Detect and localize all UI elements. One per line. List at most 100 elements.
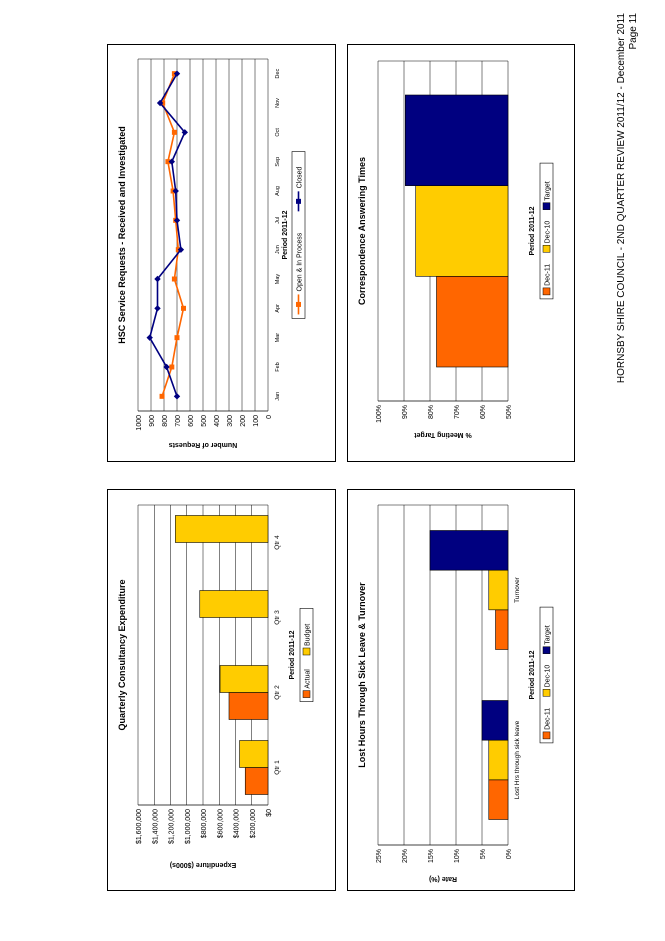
point-open-in-process xyxy=(181,305,186,311)
bar-budget xyxy=(175,515,269,543)
bar-dec-10 xyxy=(488,569,509,611)
chart-title: HSC Service Requests - Received and Inve… xyxy=(117,126,127,344)
y-tick-label: 15% xyxy=(428,849,435,863)
point-closed xyxy=(163,363,170,371)
y-tick-label: 10% xyxy=(454,849,461,863)
bar-target xyxy=(429,530,509,571)
y-tick-label: $200,000 xyxy=(250,809,257,838)
x-tick-label: Lost Hrs through sick leave xyxy=(514,720,521,799)
y-tick-label: $1,000,000 xyxy=(185,809,192,844)
chart-panel-correspondence: Correspondence Answering Times 50% 60% 70% 8… xyxy=(347,44,575,462)
legend-marker xyxy=(296,301,301,307)
y-axis-label: % Meeting Target xyxy=(414,431,472,438)
legend-label: Open & In Process xyxy=(297,232,304,291)
y-tick-label: 100 xyxy=(253,415,260,427)
legend-label: Dec-10 xyxy=(545,221,552,244)
x-tick-label: Mar xyxy=(275,333,281,343)
y-tick-label: $800,000 xyxy=(201,809,208,838)
chart-panel-sick-leave: Lost Hours Through Sick Leave & Turnover… xyxy=(347,489,575,891)
point-open-in-process xyxy=(174,335,180,341)
x-tick-label: May xyxy=(275,274,281,285)
x-tick-label: Apr xyxy=(275,304,281,313)
x-tick-label: Turnover xyxy=(514,576,521,603)
y-tick-label: 300 xyxy=(227,415,234,427)
legend-label: Dec-11 xyxy=(545,708,552,730)
y-tick-label: 200 xyxy=(240,415,247,427)
y-tick-label: $1,400,000 xyxy=(152,809,159,844)
legend-label: Dec-10 xyxy=(545,665,552,688)
bar-dec-10 xyxy=(488,739,509,781)
chart-title: Quarterly Consultancy Expenditure xyxy=(117,579,127,730)
footer-title: HORNSBY SHIRE COUNCIL - 2ND QUARTER REVI… xyxy=(616,13,627,384)
y-tick-label: 900 xyxy=(149,415,156,427)
bar-budget xyxy=(199,590,269,618)
y-tick-label: $0 xyxy=(266,809,273,817)
y-tick-label: 400 xyxy=(214,415,221,427)
point-closed xyxy=(156,99,164,107)
point-closed xyxy=(154,275,161,283)
point-closed xyxy=(172,187,179,195)
legend-box xyxy=(539,606,554,744)
bar-dec-10 xyxy=(415,185,509,277)
x-tick-label: Qtr 2 xyxy=(274,685,281,700)
legend-swatch xyxy=(542,287,551,296)
x-axis-label: Period 2011-12 xyxy=(282,210,289,259)
x-axis-label: Period 2011-12 xyxy=(529,206,536,255)
correspondence-chart: Correspondence Answering Times 50% 60% 70% 8… xyxy=(357,60,554,438)
x-axis-label: Period 2011-12 xyxy=(289,630,296,679)
legend-label: Closed xyxy=(297,166,304,188)
x-tick-label: Jul xyxy=(275,217,281,224)
bar-budget xyxy=(239,740,269,768)
bar-budget xyxy=(219,665,269,693)
legend-box xyxy=(539,162,554,300)
point-closed xyxy=(173,393,181,400)
bar-target xyxy=(404,94,509,186)
y-tick-label: 90% xyxy=(402,405,409,419)
consultancy-chart: Quarterly Consultancy Expenditure $0 $200,… xyxy=(117,504,314,868)
bar-dec-11 xyxy=(488,779,509,820)
bar-actual xyxy=(244,767,269,795)
y-tick-label: 70% xyxy=(454,405,461,419)
x-tick-label: Feb xyxy=(275,362,281,371)
y-tick-label: 0% xyxy=(506,849,513,859)
legend-swatch xyxy=(542,731,551,740)
bar-dec-11 xyxy=(495,609,509,650)
y-tick-label: 50% xyxy=(506,405,513,419)
y-axis-label: Rate (%) xyxy=(429,875,457,882)
y-tick-label: 5% xyxy=(480,849,487,859)
x-axis-label: Period 2011-12 xyxy=(529,650,536,699)
x-tick-label: Dec xyxy=(275,69,281,79)
legend-marker xyxy=(296,198,301,204)
chart-title: Correspondence Answering Times xyxy=(357,157,367,305)
legend-swatch xyxy=(542,646,551,654)
legend-label: Target xyxy=(545,625,552,645)
y-tick-label: $1,600,000 xyxy=(136,809,143,844)
point-open-in-process xyxy=(171,276,177,282)
sick-leave-chart: Lost Hours Through Sick Leave & Turnover… xyxy=(357,504,554,882)
legend-swatch xyxy=(542,245,551,253)
y-axis-label: Number of Requests xyxy=(169,441,238,448)
y-tick-label: 20% xyxy=(402,849,409,863)
point-closed xyxy=(146,334,153,341)
chart-panel-service-requests: HSC Service Requests - Received and Inve… xyxy=(107,44,336,462)
footer: HORNSBY SHIRE COUNCIL - 2ND QUARTER REVI… xyxy=(616,13,640,613)
x-tick-label: Sep xyxy=(275,157,281,167)
bar-dec-11 xyxy=(436,276,509,368)
series-line-open-in-process xyxy=(161,73,185,397)
x-tick-label: Jan xyxy=(275,392,281,401)
y-tick-label: 800 xyxy=(162,415,169,427)
x-tick-label: Aug xyxy=(275,186,281,196)
series-line-closed xyxy=(148,73,186,397)
legend-box xyxy=(291,151,306,319)
y-axis-label: Expenditure ($000s) xyxy=(170,861,237,868)
legend-swatch xyxy=(302,690,311,698)
x-tick-label: Jun xyxy=(275,245,281,254)
service-requests-chart: HSC Service Requests - Received and Inve… xyxy=(117,58,306,448)
y-tick-label: 0 xyxy=(266,415,273,419)
point-open-in-process xyxy=(159,393,165,399)
point-open-in-process xyxy=(169,364,175,370)
y-tick-label: $1,200,000 xyxy=(169,809,176,844)
y-tick-label: 80% xyxy=(428,405,435,419)
y-tick-label: 700 xyxy=(175,415,182,427)
